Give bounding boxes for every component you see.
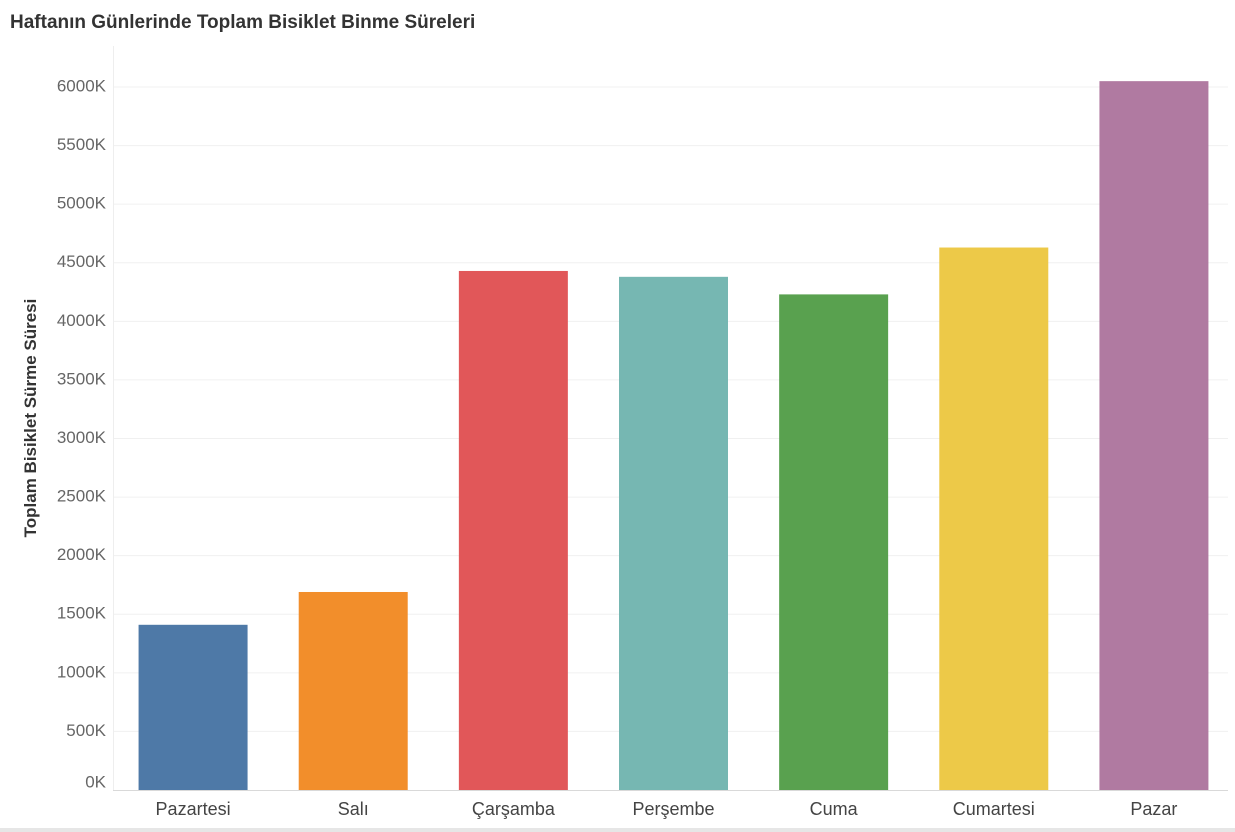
y-axis-ticks: 0K 500K 1000K 1500K 2000K 2500K 3000K 3500K 4000… (57, 76, 107, 791)
bar-6[interactable] (939, 247, 1049, 790)
bar-3[interactable] (458, 270, 568, 790)
x-tick-label: Pazartesi (156, 799, 231, 819)
y-tick-label: 3000K (57, 428, 107, 447)
x-tick-label: Perşembe (632, 799, 714, 819)
y-tick-label: 4000K (57, 311, 107, 330)
x-tick-label: Pazar (1130, 799, 1177, 819)
y-tick-label: 4500K (57, 252, 107, 271)
y-tick-label: 1000K (57, 662, 107, 681)
chart-title: Haftanın Günlerinde Toplam Bisiklet Binm… (10, 12, 476, 33)
bottom-divider (0, 828, 1235, 832)
y-tick-label: 0K (85, 772, 106, 791)
y-tick-label: 3500K (57, 369, 107, 388)
y-tick-label: 500K (66, 721, 106, 740)
bars (138, 81, 1209, 791)
bar-7[interactable] (1099, 81, 1209, 791)
y-tick-label: 1500K (57, 604, 107, 623)
x-tick-label: Cuma (810, 799, 859, 819)
x-axis-ticks: Pazartesi Salı Çarşamba Perşembe Cuma Cumarte… (156, 799, 1178, 819)
bar-4[interactable] (619, 276, 728, 790)
bar-1[interactable] (138, 624, 248, 790)
x-tick-label: Cumartesi (953, 799, 1035, 819)
x-tick-label: Salı (338, 799, 369, 819)
y-tick-label: 6000K (57, 76, 107, 95)
y-tick-label: 5500K (57, 135, 107, 154)
x-tick-label: Çarşamba (472, 799, 556, 819)
y-tick-label: 5000K (57, 194, 107, 213)
bar-2[interactable] (298, 591, 408, 790)
y-tick-label: 2500K (57, 487, 107, 506)
y-tick-label: 2000K (57, 545, 107, 564)
bar-5[interactable] (779, 294, 889, 790)
